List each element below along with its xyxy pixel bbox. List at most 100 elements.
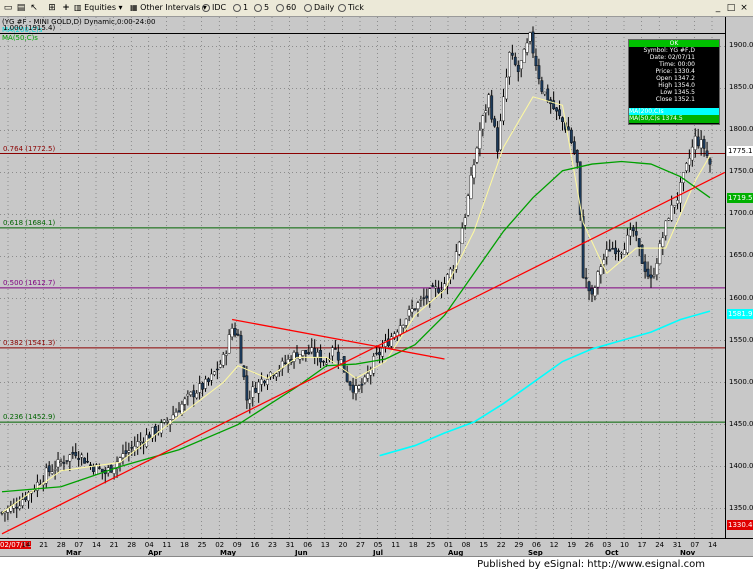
maximize-icon[interactable]: □ xyxy=(726,3,736,13)
candle-up xyxy=(481,115,485,130)
date-tick-label: 27 xyxy=(356,541,365,549)
candle-up xyxy=(44,467,48,484)
date-tick-label: 06 xyxy=(303,541,313,549)
candle-down xyxy=(148,434,151,439)
candle-up xyxy=(398,325,402,335)
month-label: Mar xyxy=(66,549,82,557)
candle-up xyxy=(685,163,688,171)
idc-button[interactable]: IDC xyxy=(202,2,226,14)
candle-down xyxy=(100,468,104,473)
candle-down xyxy=(534,55,538,67)
candle-up xyxy=(472,164,476,179)
date-tick-label: 09 xyxy=(232,541,242,549)
equities-menu[interactable]: ▥ Equities ▾ xyxy=(74,3,123,12)
candle-up xyxy=(508,52,511,78)
data-window-row: Date: 02/07/11 xyxy=(649,54,695,61)
candle-down xyxy=(631,227,635,232)
data-window-row: Price: 1330.4 xyxy=(655,68,695,75)
price-tick-label: 1650.0 xyxy=(729,251,753,260)
price-chart[interactable]: (YG #F - MINI GOLD,D) Dynamic,0:00-24:00… xyxy=(0,17,725,538)
candle-up xyxy=(195,393,199,399)
footer-text: Published by eSignal: http://www.esignal… xyxy=(477,559,705,570)
candle-up xyxy=(198,383,202,393)
data-window-rows: Symbol: YG #F,D Date: 02/07/11 Time: 00:00… xyxy=(629,47,719,103)
candle-up xyxy=(136,441,140,448)
candle-up xyxy=(221,354,225,366)
close-icon[interactable]: × xyxy=(740,3,748,13)
clipboard-icon[interactable]: ▤ xyxy=(16,3,26,13)
candle-up xyxy=(212,371,216,375)
candle-down xyxy=(584,277,588,280)
candle-up xyxy=(676,200,679,204)
candle-down xyxy=(71,452,75,455)
candle-down xyxy=(640,244,644,264)
interval-1-button[interactable]: 1 xyxy=(233,2,248,14)
candle-up xyxy=(475,147,479,163)
interval-60-button[interactable]: 60 xyxy=(276,2,296,14)
candle-down xyxy=(62,462,66,464)
grid-icon[interactable]: ⊞ xyxy=(48,3,56,13)
equities-icon: ▥ xyxy=(74,3,82,12)
candle-down xyxy=(124,450,128,454)
date-tick-label: 11 xyxy=(162,541,172,549)
circle-icon xyxy=(233,3,241,12)
data-window[interactable]: OK Symbol: YG #F,D Date: 02/07/11 Time: 00… xyxy=(628,39,720,125)
fib-label: 1.000 (1915.4) xyxy=(3,24,56,33)
page-icon[interactable]: ▭ xyxy=(3,3,13,13)
candle-down xyxy=(201,382,204,390)
other-intervals-menu[interactable]: ▦ Other Intervals ▾ xyxy=(130,3,207,12)
candle-up xyxy=(460,228,464,244)
price-tick-label: 1900.0 xyxy=(729,41,753,50)
date-tick-label: 24 xyxy=(655,541,665,549)
interval-5-button[interactable]: 5 xyxy=(254,2,269,14)
candle-up xyxy=(21,499,25,506)
price-tag: 1775.1 xyxy=(727,146,753,157)
candle-down xyxy=(313,348,317,358)
candle-down xyxy=(360,383,364,386)
candle-up xyxy=(454,251,458,270)
candle-down xyxy=(581,216,585,278)
date-tick-label: 13 xyxy=(320,541,330,549)
candle-up xyxy=(487,94,491,108)
date-axis: 02/07/11 14 21 28 07 14 21 28 04 11 18 25 02 09 16 23 31… xyxy=(0,538,753,557)
candle-up xyxy=(596,271,600,288)
date-tick-label: 14 xyxy=(21,541,31,549)
candle-up xyxy=(257,381,261,394)
daily-button[interactable]: Daily xyxy=(304,2,334,14)
candle-up xyxy=(189,391,193,395)
candle-down xyxy=(572,141,576,154)
candle-down xyxy=(513,56,517,65)
candle-down xyxy=(15,506,19,509)
candle-up xyxy=(230,328,234,338)
candle-down xyxy=(89,464,92,466)
ma50-line xyxy=(1,160,711,493)
candle-up xyxy=(658,243,662,264)
candle-up xyxy=(292,352,296,362)
tick-button[interactable]: Tick xyxy=(338,2,364,14)
candle-down xyxy=(74,451,78,457)
candle-up xyxy=(227,334,231,354)
date-tick-label: 29 xyxy=(514,541,524,549)
candle-up xyxy=(628,229,632,237)
date-tick-label: 28 xyxy=(56,541,66,549)
fib-label: 0.618 (1684.1) xyxy=(3,218,56,227)
circle-icon xyxy=(254,3,262,12)
minimize-icon[interactable]: _ xyxy=(715,3,721,13)
candle-up xyxy=(162,419,166,423)
data-window-row: High 1354.0 xyxy=(658,82,695,89)
data-window-ma50: MA(50,C)s 1374.5 xyxy=(629,115,719,123)
chart-svg xyxy=(0,17,725,538)
candle-down xyxy=(567,126,570,131)
candle-down xyxy=(708,158,712,165)
candle-up xyxy=(210,373,213,381)
candle-down xyxy=(322,360,325,363)
candle-down xyxy=(531,31,535,54)
candle-down xyxy=(516,64,520,72)
candle-up xyxy=(298,354,302,360)
arrow-icon[interactable]: ↖ xyxy=(30,3,38,13)
date-tick-label: 16 xyxy=(250,541,260,549)
plus-icon[interactable]: + xyxy=(62,3,70,13)
candle-up xyxy=(251,386,255,398)
candle-down xyxy=(490,95,494,120)
candle-down xyxy=(611,248,615,250)
